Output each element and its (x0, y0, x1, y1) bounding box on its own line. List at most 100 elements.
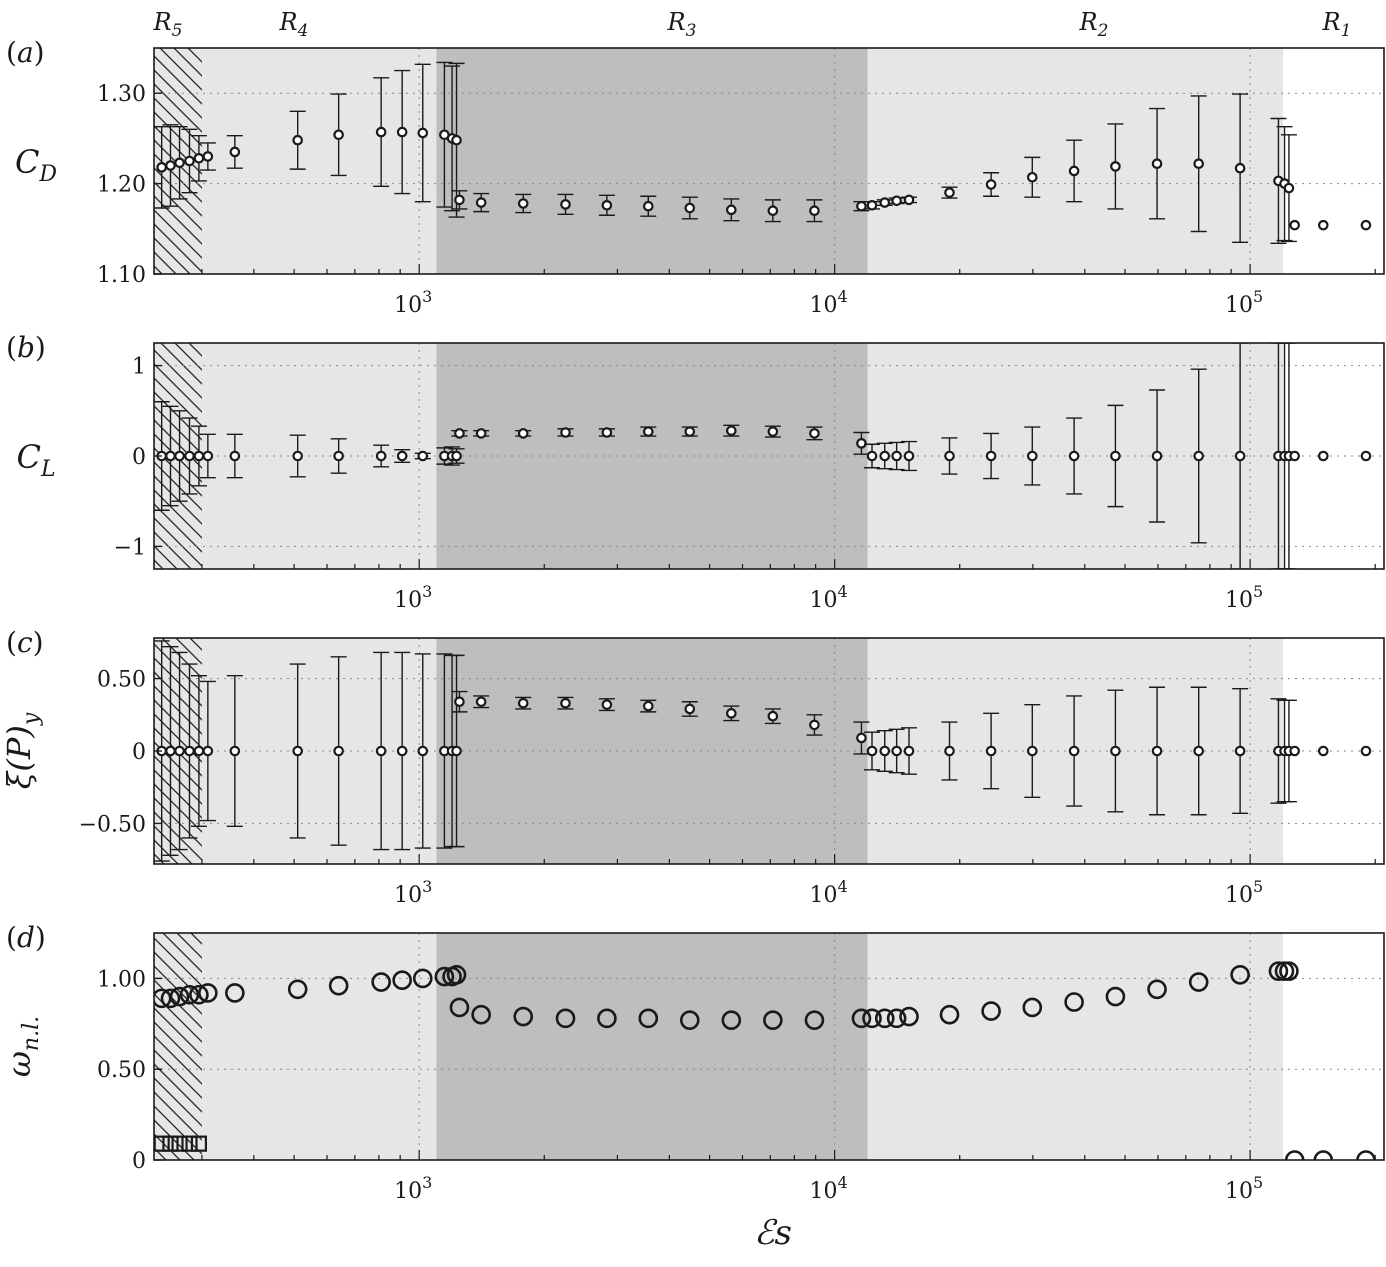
region-r2-shade (867, 933, 1284, 1160)
data-point (375, 450, 387, 462)
data-point (517, 697, 529, 709)
data-point (899, 1006, 919, 1027)
data-point (225, 983, 245, 1003)
region-label-r1: R1 (1322, 8, 1352, 41)
data-point (856, 438, 867, 449)
data-point (866, 745, 878, 757)
data-point (1193, 745, 1204, 757)
data-point (642, 426, 654, 437)
data-point (944, 450, 955, 462)
region-label-r4: R4 (279, 8, 309, 41)
x-tick-label: 104 (810, 1173, 848, 1204)
data-point (1317, 745, 1329, 757)
data-point (328, 975, 349, 996)
data-point (856, 732, 867, 744)
y-tick-label: 1.00 (97, 967, 146, 992)
plot-area (154, 343, 1384, 569)
data-point (184, 155, 195, 167)
data-point (601, 199, 613, 211)
y-tick-label: −1 (114, 535, 146, 560)
data-point (1317, 219, 1329, 231)
data-point (1279, 961, 1299, 981)
data-point (193, 152, 205, 164)
data-point (1193, 450, 1204, 462)
data-point (1193, 158, 1204, 170)
data-point (1147, 979, 1167, 1000)
data-point-square (162, 1135, 179, 1152)
y-axis-label: ξ(P)y (0, 712, 44, 789)
x-tick-label: 104 (810, 287, 848, 318)
data-point (471, 1004, 491, 1025)
data-point (198, 983, 218, 1003)
plot-area (154, 933, 1384, 1160)
panel-label: (b) (6, 331, 46, 364)
data-point (763, 1010, 783, 1030)
data-point (767, 426, 779, 437)
x-tick-label: 104 (810, 877, 848, 908)
data-point (184, 450, 195, 462)
data-point (1234, 162, 1246, 174)
data-point (1026, 450, 1038, 462)
data-point (726, 204, 737, 216)
y-tick-label: 0 (132, 1149, 146, 1174)
data-point (981, 1001, 1001, 1021)
data-point (1356, 1150, 1376, 1160)
data-point (1022, 997, 1043, 1018)
data-point (292, 134, 303, 146)
data-point (396, 745, 408, 757)
data-point (184, 745, 195, 757)
data-point (638, 1008, 659, 1029)
data-point (684, 426, 696, 437)
data-point (1064, 992, 1084, 1012)
data-point (866, 450, 878, 462)
data-point (434, 966, 455, 987)
plot-frame (153, 932, 1385, 1161)
data-point (721, 1010, 742, 1030)
x-axis-label: ℰs (754, 1213, 792, 1253)
data-point (985, 450, 997, 462)
data-point (156, 162, 167, 173)
data-point (417, 450, 429, 462)
panel-3: −0.50 0 0.50 103 104 105 (c) ξ(P)y (0, 626, 1385, 908)
data-point (560, 697, 571, 709)
data-point (891, 745, 902, 757)
data-point (903, 450, 915, 462)
data-point (1289, 219, 1300, 231)
data-point (597, 1008, 617, 1029)
data-point (1110, 450, 1121, 462)
data-point (475, 197, 487, 208)
data-point (396, 450, 408, 462)
data-point (879, 745, 891, 757)
data-point (684, 202, 696, 214)
panel-1: 1.10 1.20 1.30 103 104 105 (a) CD (6, 36, 1385, 318)
data-point (1234, 745, 1246, 757)
x-tick-label: 103 (394, 287, 432, 318)
x-tick-label: 103 (394, 1173, 432, 1204)
data-point (392, 970, 412, 991)
data-point (371, 972, 391, 992)
data-point (202, 151, 214, 162)
data-point (517, 198, 529, 209)
data-point (417, 127, 429, 139)
data-point (684, 703, 696, 715)
data-point (454, 428, 465, 439)
data-point (891, 195, 902, 207)
data-point (449, 997, 470, 1018)
data-point (866, 199, 878, 211)
data-point (903, 194, 915, 206)
y-tick-label: −0.50 (79, 812, 146, 837)
y-tick-label: 1.20 (97, 173, 146, 198)
region-r5-hatch (154, 933, 202, 1160)
data-point (1289, 745, 1300, 757)
panel-2: −1 0 1 103 104 105 (b) CL (6, 331, 1385, 613)
data-point (944, 187, 955, 198)
data-point (451, 745, 462, 757)
data-point (454, 696, 465, 708)
y-axis-label: CD (15, 143, 57, 187)
data-point (1313, 1150, 1334, 1160)
data-point (202, 450, 214, 462)
data-point (174, 745, 185, 757)
data-point (944, 745, 955, 757)
x-tick-label: 105 (1225, 1173, 1263, 1204)
data-point (879, 450, 891, 462)
